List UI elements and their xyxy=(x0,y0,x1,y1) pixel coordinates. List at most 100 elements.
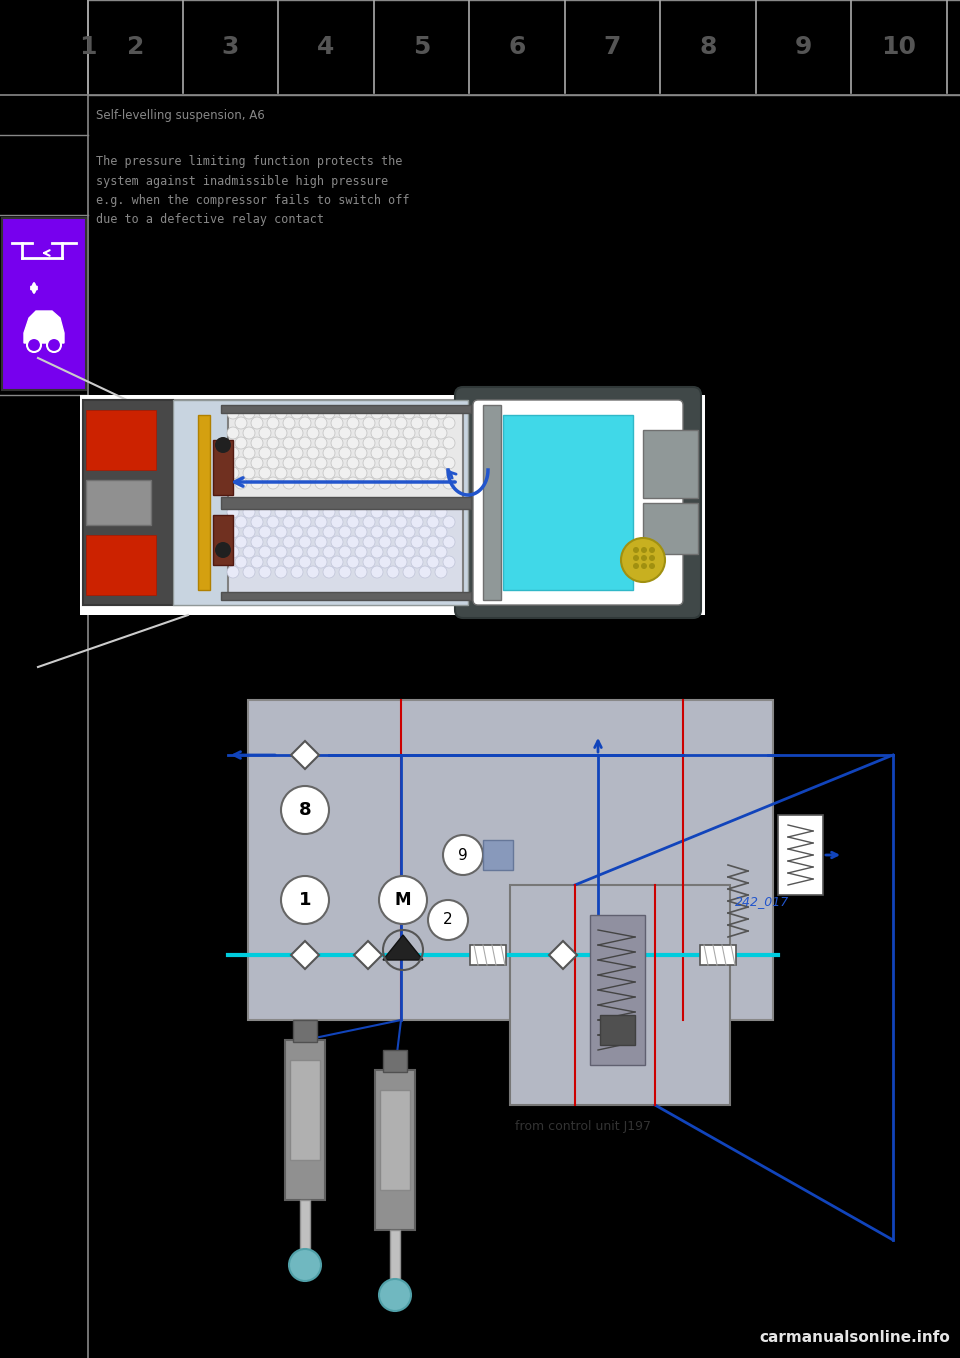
Circle shape xyxy=(291,426,303,439)
Circle shape xyxy=(443,555,455,568)
Circle shape xyxy=(307,546,319,558)
Circle shape xyxy=(283,458,295,469)
Circle shape xyxy=(299,477,311,489)
Circle shape xyxy=(427,437,439,449)
Circle shape xyxy=(419,426,431,439)
Circle shape xyxy=(411,555,423,568)
Circle shape xyxy=(419,526,431,538)
Circle shape xyxy=(347,437,359,449)
Circle shape xyxy=(235,516,247,528)
Circle shape xyxy=(411,417,423,429)
Circle shape xyxy=(371,546,383,558)
Circle shape xyxy=(443,437,455,449)
Circle shape xyxy=(307,426,319,439)
Circle shape xyxy=(243,507,255,517)
Text: 10: 10 xyxy=(881,35,917,58)
Bar xyxy=(198,416,210,589)
Circle shape xyxy=(379,555,391,568)
Circle shape xyxy=(427,516,439,528)
Text: Self-levelling suspension, A6: Self-levelling suspension, A6 xyxy=(96,109,265,121)
Circle shape xyxy=(363,477,375,489)
Circle shape xyxy=(235,458,247,469)
Circle shape xyxy=(347,458,359,469)
Circle shape xyxy=(215,437,231,454)
Circle shape xyxy=(267,477,279,489)
Circle shape xyxy=(315,477,327,489)
Circle shape xyxy=(331,477,343,489)
Text: 242_017: 242_017 xyxy=(735,895,789,909)
Circle shape xyxy=(259,507,271,517)
Circle shape xyxy=(363,555,375,568)
Bar xyxy=(778,815,823,895)
Circle shape xyxy=(347,536,359,549)
Circle shape xyxy=(331,555,343,568)
Circle shape xyxy=(347,555,359,568)
Circle shape xyxy=(387,507,399,517)
Bar xyxy=(83,401,173,606)
Circle shape xyxy=(379,417,391,429)
Circle shape xyxy=(259,546,271,558)
Circle shape xyxy=(27,338,41,352)
Circle shape xyxy=(347,516,359,528)
Circle shape xyxy=(387,526,399,538)
Bar xyxy=(221,405,471,413)
Circle shape xyxy=(649,547,655,553)
Circle shape xyxy=(419,447,431,459)
Circle shape xyxy=(411,458,423,469)
Circle shape xyxy=(251,536,263,549)
Circle shape xyxy=(243,467,255,479)
Circle shape xyxy=(371,407,383,420)
Circle shape xyxy=(299,458,311,469)
Circle shape xyxy=(379,1279,411,1310)
Circle shape xyxy=(281,876,329,923)
Circle shape xyxy=(323,546,335,558)
Circle shape xyxy=(339,546,351,558)
Circle shape xyxy=(633,555,639,561)
Circle shape xyxy=(428,900,468,940)
Circle shape xyxy=(395,516,407,528)
Text: 9: 9 xyxy=(795,35,812,58)
Bar xyxy=(483,405,501,600)
Circle shape xyxy=(227,526,239,538)
Bar xyxy=(483,841,513,870)
Circle shape xyxy=(371,566,383,579)
Circle shape xyxy=(633,564,639,569)
Circle shape xyxy=(411,437,423,449)
Circle shape xyxy=(283,417,295,429)
Text: 3: 3 xyxy=(222,35,239,58)
Circle shape xyxy=(371,447,383,459)
Circle shape xyxy=(251,516,263,528)
Circle shape xyxy=(403,507,415,517)
Circle shape xyxy=(283,555,295,568)
Circle shape xyxy=(283,536,295,549)
Circle shape xyxy=(443,516,455,528)
Circle shape xyxy=(299,555,311,568)
Bar xyxy=(390,1230,400,1285)
Text: 2: 2 xyxy=(127,35,144,58)
Circle shape xyxy=(339,507,351,517)
Circle shape xyxy=(395,437,407,449)
Circle shape xyxy=(307,467,319,479)
Circle shape xyxy=(323,566,335,579)
Circle shape xyxy=(403,447,415,459)
Circle shape xyxy=(291,447,303,459)
Circle shape xyxy=(395,417,407,429)
Circle shape xyxy=(355,546,367,558)
Bar xyxy=(300,1200,310,1255)
Circle shape xyxy=(387,407,399,420)
Circle shape xyxy=(427,536,439,549)
Circle shape xyxy=(267,437,279,449)
Text: carmanualsonline.info: carmanualsonline.info xyxy=(759,1329,950,1344)
Text: M: M xyxy=(395,891,411,909)
Text: 1: 1 xyxy=(299,891,311,909)
Circle shape xyxy=(387,566,399,579)
Circle shape xyxy=(419,407,431,420)
Text: 8: 8 xyxy=(699,35,717,58)
Circle shape xyxy=(435,467,447,479)
Bar xyxy=(2,219,86,390)
Bar xyxy=(293,1020,317,1042)
Circle shape xyxy=(235,437,247,449)
Circle shape xyxy=(243,426,255,439)
Circle shape xyxy=(235,477,247,489)
Text: 9: 9 xyxy=(458,847,468,862)
